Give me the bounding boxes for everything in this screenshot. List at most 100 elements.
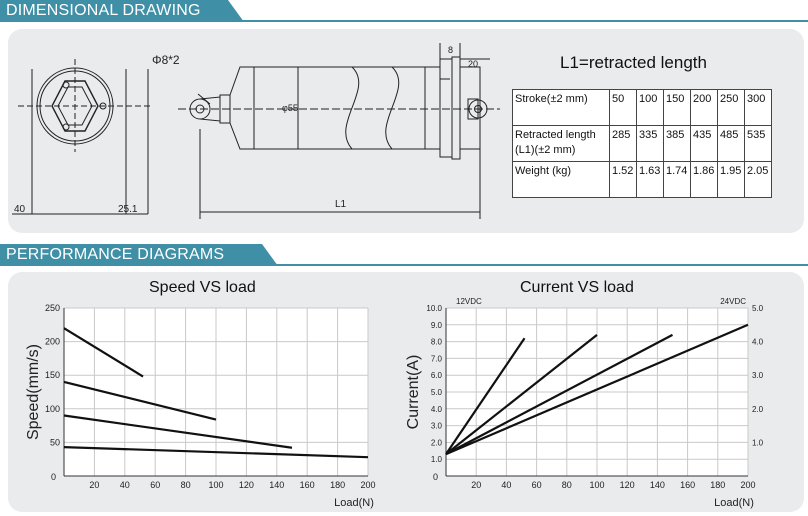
table-cell: 485 <box>717 125 745 162</box>
y-tick-label: 150 <box>45 370 60 380</box>
row-label: Stroke(±2 mm) <box>512 89 610 126</box>
y2-tick-label: 3.0 <box>752 371 764 380</box>
y2-tick-label: 4.0 <box>752 338 764 347</box>
series-line <box>63 446 369 459</box>
y-tick-label: 2.0 <box>431 438 443 447</box>
y-tick-label: 10.0 <box>426 304 442 313</box>
current-vs-load-chart: 20 40 60 80 100 120 140 160 180 200 0 1.0 2.0 3.0 4.0 5… <box>405 297 764 509</box>
y-tick-label: 50 <box>50 437 60 447</box>
x-tick-label: 180 <box>710 480 725 490</box>
right-axis-label: 24VDC <box>720 297 746 306</box>
x-tick-label: 80 <box>181 480 191 490</box>
x-tick-label: 100 <box>589 480 604 490</box>
x-tick-label: 100 <box>208 480 223 490</box>
table-cell: 200 <box>690 89 718 126</box>
y-tick-label: 200 <box>45 337 60 347</box>
dim-40: 40 <box>14 204 26 215</box>
dim-20: 20 <box>468 59 478 69</box>
performance-diagrams-header: PERFORMANCE DIAGRAMS <box>0 244 808 266</box>
performance-diagrams-title: PERFORMANCE DIAGRAMS <box>6 246 225 263</box>
l1-note: L1=retracted length <box>560 53 707 72</box>
dimensional-drawing-header: DIMENSIONAL DRAWING <box>0 0 808 22</box>
y-tick-label: 6.0 <box>431 371 443 380</box>
dim-l1: L1 <box>335 199 347 210</box>
y-tick-label: 9.0 <box>431 321 443 330</box>
x-tick-label: 80 <box>562 480 572 490</box>
dim-25: 25.1 <box>118 204 138 215</box>
table-cell: 1.86 <box>690 161 718 198</box>
row-label: Weight (kg) <box>512 161 610 198</box>
y-tick-label: 3.0 <box>431 422 443 431</box>
dim-8: 8 <box>448 45 453 55</box>
table-cell: 2.05 <box>744 161 772 198</box>
series-line <box>63 327 144 378</box>
table-cell: 1.52 <box>609 161 637 198</box>
table-cell: 285 <box>609 125 637 162</box>
table-cell: 335 <box>636 125 664 162</box>
series-line <box>445 337 526 455</box>
y-tick-label: 0 <box>51 472 56 482</box>
chart-title-current: Current VS load <box>520 279 634 296</box>
speed-vs-load-chart: 20 40 60 80 100 120 140 160 180 200 0 50 100 150 200 25… <box>25 303 376 509</box>
x-tick-label: 200 <box>740 480 755 490</box>
x-tick-label: 140 <box>650 480 665 490</box>
y-tick-label: 7.0 <box>431 354 443 363</box>
y-tick-label: 0 <box>433 472 438 482</box>
y2-tick-label: 2.0 <box>752 405 764 414</box>
x-tick-label: 120 <box>239 480 254 490</box>
table-cell: 250 <box>717 89 745 126</box>
y-tick-label: 250 <box>45 303 60 313</box>
header-bar-shape <box>0 244 808 266</box>
x-tick-label: 20 <box>89 480 99 490</box>
x-tick-label: 180 <box>330 480 345 490</box>
series-line <box>63 414 293 449</box>
y-tick-label: 100 <box>45 404 60 414</box>
table-row: Retracted length (L1)(±2 mm) 285 335 385… <box>512 125 772 162</box>
table-cell: 300 <box>744 89 772 126</box>
table-cell: 150 <box>663 89 691 126</box>
table-cell: 435 <box>690 125 718 162</box>
specs-table: Stroke(±2 mm) 50 100 150 200 250 300 Ret… <box>512 89 772 198</box>
x-tick-label: 40 <box>501 480 511 490</box>
x-axis-label: Load(N) <box>334 497 374 509</box>
actuator-drawing: Φ8*2 8 20 φ55 40 25.1 L1 <box>12 43 500 219</box>
y-tick-label: 1.0 <box>431 455 443 464</box>
table-cell: 1.63 <box>636 161 664 198</box>
table-cell: 50 <box>609 89 637 126</box>
chart-title-speed: Speed VS load <box>149 279 256 296</box>
left-axis-label: 12VDC <box>456 297 482 306</box>
table-row: Stroke(±2 mm) 50 100 150 200 250 300 <box>512 89 772 126</box>
header-bar-shape <box>0 0 808 22</box>
y-tick-label: 8.0 <box>431 338 443 347</box>
dimensional-drawing-title: DIMENSIONAL DRAWING <box>6 2 201 19</box>
x-tick-label: 20 <box>471 480 481 490</box>
x-tick-label: 200 <box>360 480 375 490</box>
table-row: Weight (kg) 1.52 1.63 1.74 1.86 1.95 2.0… <box>512 161 772 198</box>
y2-tick-label: 1.0 <box>752 438 764 447</box>
dim-55: φ55 <box>282 103 298 113</box>
table-cell: 535 <box>744 125 772 162</box>
series-line <box>63 380 217 421</box>
x-tick-label: 60 <box>150 480 160 490</box>
y-axis-label: Current(A) <box>405 355 422 430</box>
table-cell: 100 <box>636 89 664 126</box>
series-line <box>445 323 749 456</box>
x-tick-label: 120 <box>620 480 635 490</box>
x-axis-label: Load(N) <box>714 497 754 509</box>
x-tick-label: 160 <box>680 480 695 490</box>
y2-tick-label: 5.0 <box>752 304 764 313</box>
x-tick-label: 60 <box>532 480 542 490</box>
side-view <box>178 43 500 219</box>
table-cell: 1.95 <box>717 161 745 198</box>
x-tick-label: 40 <box>120 480 130 490</box>
x-tick-label: 160 <box>300 480 315 490</box>
y-tick-label: 4.0 <box>431 405 443 414</box>
table-cell: 385 <box>663 125 691 162</box>
series-line <box>445 333 674 456</box>
table-cell: 1.74 <box>663 161 691 198</box>
y-tick-label: 5.0 <box>431 388 443 397</box>
row-label: Retracted length (L1)(±2 mm) <box>512 125 610 162</box>
series-line <box>445 334 598 456</box>
y-axis-label: Speed(mm/s) <box>25 344 42 440</box>
phi-label: Φ8*2 <box>152 53 180 67</box>
